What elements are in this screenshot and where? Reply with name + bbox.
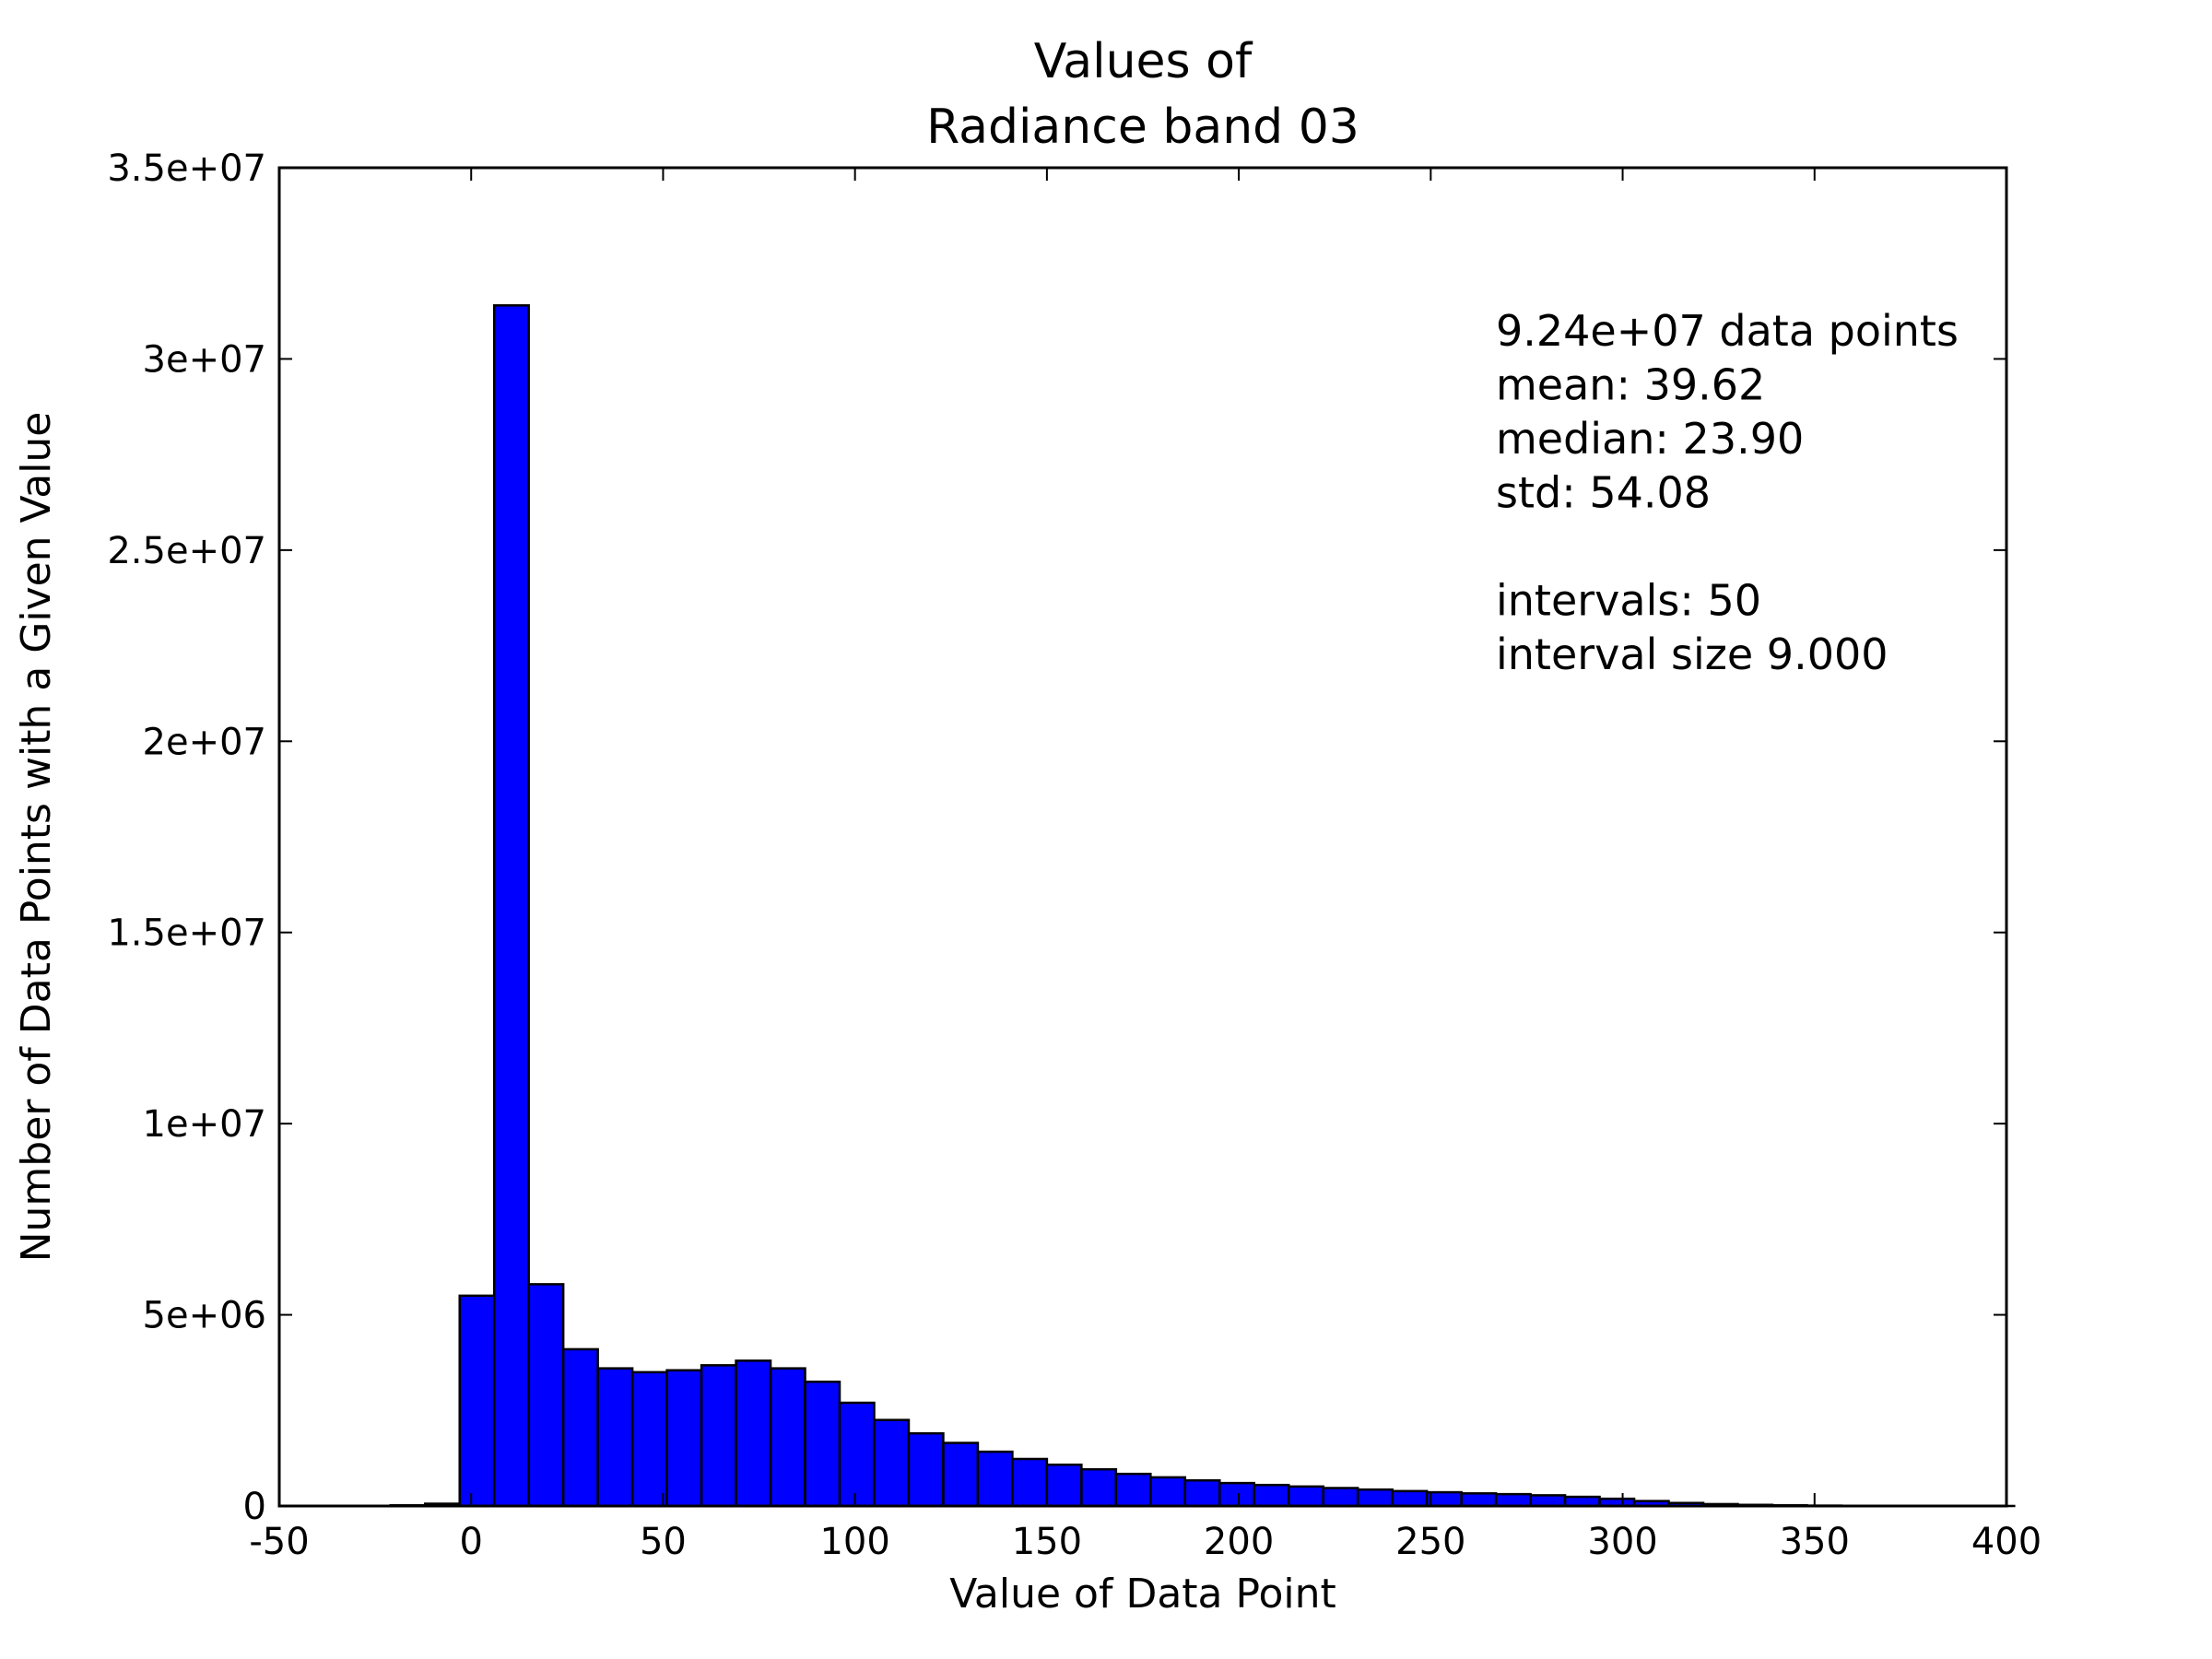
histogram-bar bbox=[1322, 1487, 1359, 1508]
y-tick-label: 1e+07 bbox=[143, 1103, 266, 1146]
histogram-bar bbox=[527, 1283, 565, 1508]
x-tick-label: 400 bbox=[1971, 1521, 2041, 1563]
y-axis-label: Number of Data Points with a Given Value bbox=[13, 412, 60, 1263]
x-tick-label: 300 bbox=[1587, 1521, 1657, 1563]
chart-title-line-1: Values of bbox=[1034, 34, 1253, 89]
histogram-bar bbox=[665, 1369, 703, 1508]
histogram-bar bbox=[1425, 1490, 1463, 1508]
histogram-bar bbox=[942, 1441, 980, 1508]
histogram-bar bbox=[1080, 1467, 1118, 1508]
stats-line: 9.24e+07 data points bbox=[1496, 306, 1959, 356]
histogram-bar bbox=[1045, 1463, 1083, 1508]
y-tick-label: 3.5e+07 bbox=[107, 147, 266, 190]
y-tick-label: 1.5e+07 bbox=[107, 912, 266, 955]
stats-line: mean: 39.62 bbox=[1496, 360, 1765, 410]
x-tick-labels: -50 0 50 100 150 200 250 300 350 400 bbox=[249, 1521, 2041, 1563]
x-tick-label: 150 bbox=[1012, 1521, 1082, 1563]
x-tick-label: 200 bbox=[1204, 1521, 1274, 1563]
histogram-bar bbox=[1149, 1476, 1187, 1508]
stats-line: median: 23.90 bbox=[1496, 414, 1804, 464]
histogram-bar bbox=[1011, 1457, 1049, 1508]
histogram-bar bbox=[1391, 1489, 1429, 1508]
histogram-bar bbox=[1529, 1494, 1567, 1508]
chart-title-line-2: Radiance band 03 bbox=[926, 100, 1359, 155]
histogram-bar bbox=[907, 1431, 945, 1508]
histogram-bars bbox=[389, 304, 2016, 1508]
y-tick-label: 5e+06 bbox=[143, 1295, 266, 1337]
histogram-bar bbox=[700, 1364, 737, 1508]
histogram-bar bbox=[1494, 1492, 1532, 1508]
histogram-bar bbox=[1183, 1478, 1221, 1508]
plot-frame bbox=[277, 166, 2008, 1508]
x-tick-label: -50 bbox=[249, 1521, 309, 1563]
histogram-bar bbox=[873, 1418, 911, 1508]
y-tick-label: 2e+07 bbox=[143, 721, 266, 763]
x-tick-label: 250 bbox=[1395, 1521, 1465, 1563]
y-tick-label: 3e+07 bbox=[143, 338, 266, 381]
histogram-bar bbox=[1253, 1483, 1290, 1508]
histogram-bar bbox=[1356, 1488, 1394, 1508]
y-tick-label: 0 bbox=[243, 1486, 266, 1528]
x-tick-label: 100 bbox=[819, 1521, 889, 1563]
histogram-bar bbox=[458, 1294, 496, 1508]
histogram-bar bbox=[1114, 1472, 1152, 1508]
x-tick-label: 0 bbox=[459, 1521, 482, 1563]
histogram-bar bbox=[1460, 1492, 1498, 1508]
histogram-bar bbox=[596, 1367, 634, 1508]
histogram-bar bbox=[561, 1347, 599, 1508]
x-tick-label: 350 bbox=[1780, 1521, 1850, 1563]
histogram-bar bbox=[1287, 1485, 1324, 1508]
histogram-bar bbox=[630, 1371, 668, 1508]
x-axis-label: Value of Data Point bbox=[949, 1571, 1336, 1618]
histogram-bar bbox=[492, 304, 530, 1508]
histogram-bar bbox=[976, 1450, 1014, 1508]
histogram-bar bbox=[1218, 1481, 1256, 1508]
stats-line: std: 54.08 bbox=[1496, 468, 1711, 518]
histogram-bar bbox=[735, 1359, 772, 1508]
stats-line: intervals: 50 bbox=[1496, 576, 1761, 626]
histogram-bar bbox=[769, 1367, 806, 1508]
y-tick-label: 2.5e+07 bbox=[107, 530, 266, 572]
y-tick-labels: 0 5e+06 1e+07 1.5e+07 2e+07 2.5e+07 3e+07 3.5e+… bbox=[107, 147, 266, 1528]
histogram-bar bbox=[804, 1380, 841, 1508]
histogram-bar bbox=[838, 1401, 876, 1508]
stats-line: interval size 9.000 bbox=[1496, 629, 1888, 679]
x-tick-label: 50 bbox=[640, 1521, 687, 1563]
